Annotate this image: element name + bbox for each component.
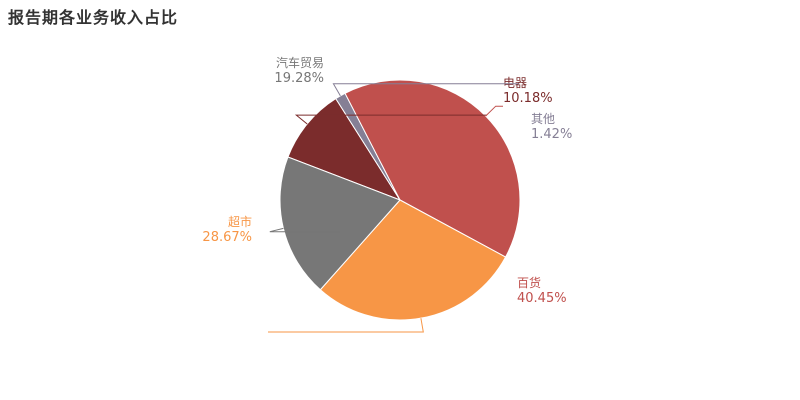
slice-percent-2: 1.42% (531, 127, 572, 142)
slice-label-2: 其他 (531, 112, 555, 126)
slice-percent-1: 10.18% (503, 91, 553, 106)
slice-label-5: 汽车贸易 (276, 55, 324, 70)
slice-percent-4: 28.67% (202, 230, 252, 245)
pie-slice-4 (319, 199, 507, 321)
leader-line-4 (268, 318, 424, 333)
leader-line-2 (332, 83, 519, 97)
leader-line-1 (294, 114, 487, 125)
slice-label-1: 电器 (503, 76, 527, 90)
leader-line-3 (485, 105, 503, 117)
pie-slices (279, 79, 521, 321)
slice-label-3: 百货 (517, 275, 541, 290)
chart-title: 报告期各业务收入占比 (8, 8, 179, 27)
slice-percent-5: 19.28% (274, 71, 324, 86)
pie-slice-5 (279, 156, 401, 291)
slice-label-4: 超市 (228, 214, 252, 229)
slice-percent-3: 40.45% (517, 291, 567, 306)
leader-line-5 (269, 227, 340, 233)
pie-slice-1 (287, 97, 402, 202)
